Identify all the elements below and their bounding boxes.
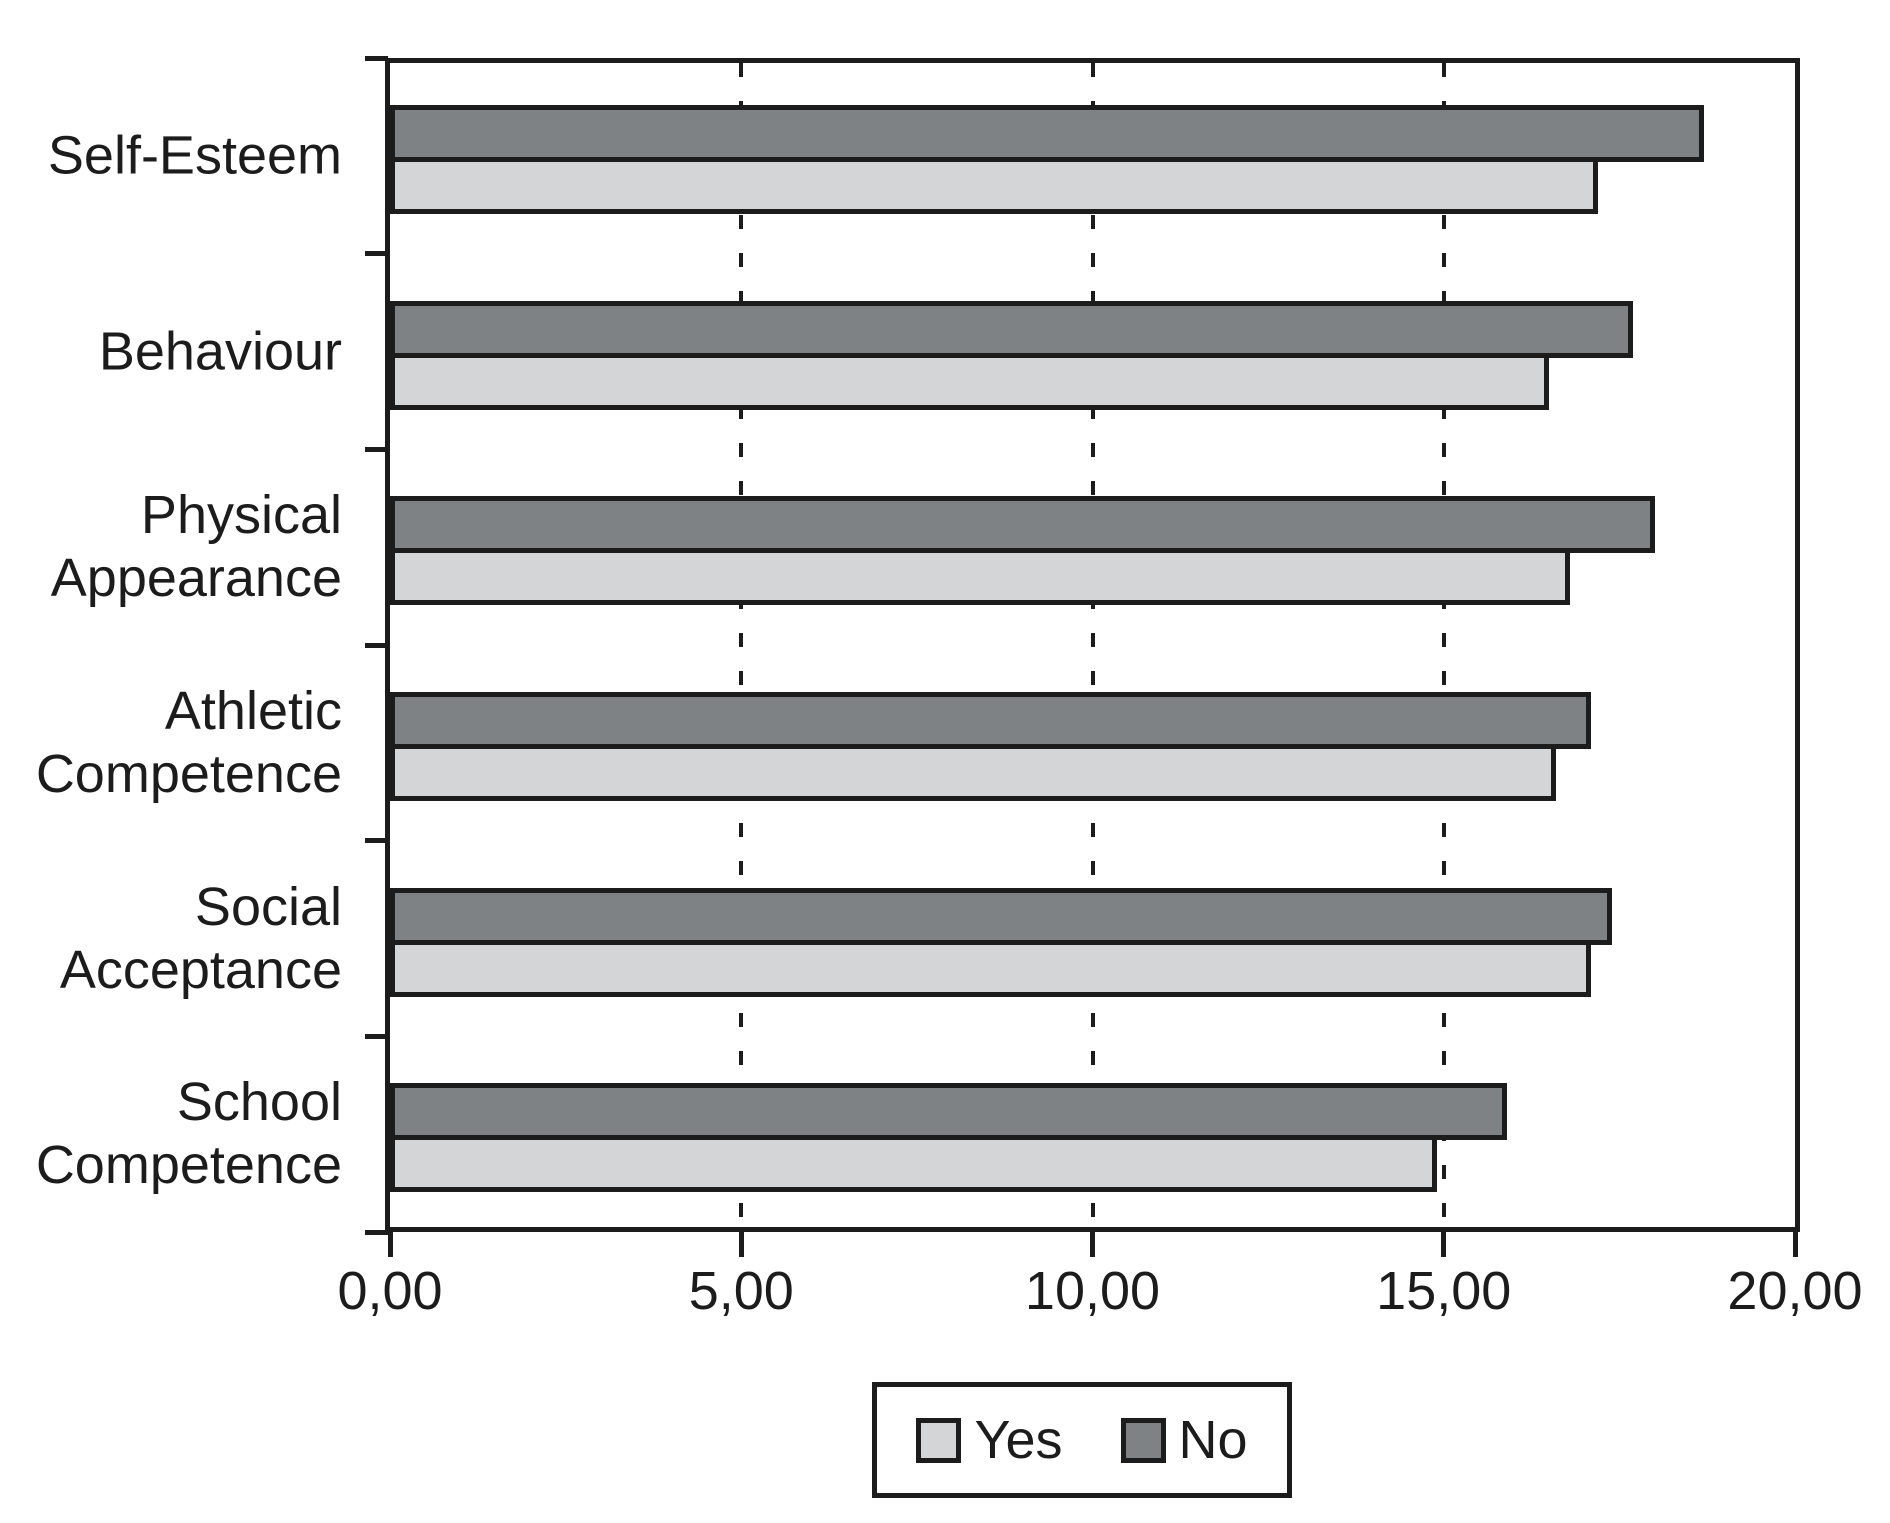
- bar-school-competence-yes: [390, 1135, 1437, 1193]
- band-athletic-competence: [390, 650, 1795, 846]
- x-tick-0,00: [387, 1227, 393, 1257]
- bar-physical-appearance-yes: [390, 548, 1571, 606]
- x-tick-label-5,00: 5,00: [688, 1261, 794, 1321]
- band-social-acceptance: [390, 846, 1795, 1042]
- legend-label-no: No: [1178, 1410, 1248, 1470]
- plot-area: [385, 58, 1800, 1232]
- bar-social-acceptance-yes: [390, 939, 1592, 997]
- gridline-15: [1441, 63, 1446, 1227]
- x-tick-label-0,00: 0,00: [337, 1261, 443, 1321]
- y-tick-4: [365, 838, 388, 844]
- x-tick-label-15,00: 15,00: [1376, 1261, 1512, 1321]
- bar-physical-appearance-no: [390, 496, 1655, 554]
- category-label-athletic-competence: Athletic Competence: [35, 680, 342, 804]
- x-tick-10,00: [1090, 1227, 1095, 1257]
- band-self-esteem: [390, 63, 1795, 259]
- x-tick-15,00: [1441, 1227, 1447, 1257]
- legend-item-yes: Yes: [916, 1410, 1063, 1470]
- y-tick-6: [365, 1229, 388, 1235]
- legend-box: Yes No: [872, 1382, 1292, 1498]
- y-tick-3: [365, 642, 388, 648]
- y-tick-0: [365, 55, 388, 61]
- x-tick-5,00: [738, 1227, 744, 1257]
- band-school-competence: [390, 1041, 1795, 1237]
- x-tick-20,00: [1792, 1227, 1798, 1257]
- x-tick-label-10,00: 10,00: [1024, 1261, 1161, 1321]
- gridline-10: [1090, 63, 1095, 1227]
- x-tick-label-20,00: 20,00: [1727, 1261, 1863, 1321]
- bar-behaviour-yes: [390, 352, 1550, 410]
- bar-school-competence-no: [390, 1083, 1507, 1141]
- category-label-social-acceptance: Social Acceptance: [59, 876, 342, 1000]
- bar-athletic-competence-yes: [390, 744, 1557, 801]
- y-tick-5: [365, 1033, 388, 1039]
- category-label-school-competence: School Competence: [35, 1072, 342, 1196]
- bar-bands: [390, 63, 1795, 1227]
- category-label-physical-appearance: Physical Appearance: [50, 485, 342, 609]
- band-physical-appearance: [390, 454, 1795, 650]
- bar-self-esteem-yes: [390, 157, 1599, 214]
- y-tick-1: [365, 251, 388, 257]
- legend-item-no: No: [1120, 1410, 1248, 1470]
- bar-self-esteem-no: [390, 105, 1704, 162]
- gridline-5: [739, 63, 744, 1227]
- bar-social-acceptance-no: [390, 887, 1613, 945]
- category-label-self-esteem: Self-Esteem: [47, 125, 342, 186]
- legend-swatch-no: [1120, 1417, 1166, 1463]
- y-tick-2: [365, 446, 388, 452]
- legend-swatch-yes: [916, 1417, 962, 1463]
- bar-behaviour-no: [390, 300, 1634, 358]
- bar-athletic-competence-no: [390, 692, 1592, 749]
- legend-label-yes: Yes: [974, 1410, 1063, 1470]
- band-behaviour: [390, 259, 1795, 455]
- category-label-behaviour: Behaviour: [98, 321, 342, 381]
